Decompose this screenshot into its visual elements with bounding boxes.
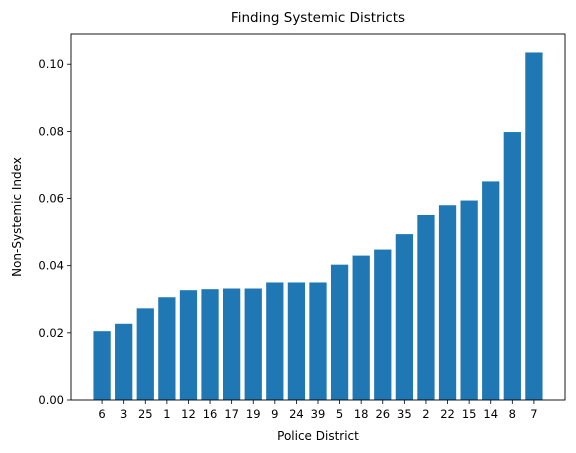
x-tick-label: 6 — [98, 407, 105, 421]
x-axis-label: Police District — [277, 429, 359, 443]
x-tick-label: 18 — [354, 407, 369, 421]
bar-district-14 — [482, 181, 500, 400]
x-tick-label: 24 — [289, 407, 304, 421]
y-ticks-group: 0.00 0.02 0.04 0.06 0.08 0.10 — [38, 57, 71, 407]
bar-district-1 — [158, 297, 176, 400]
x-tick-label: 2 — [422, 407, 429, 421]
y-tick-label: 0.08 — [38, 124, 64, 138]
x-tick-label: 39 — [311, 407, 326, 421]
x-tick-label: 3 — [120, 407, 127, 421]
bar-district-35 — [395, 234, 413, 400]
bar-district-25 — [136, 308, 154, 400]
y-tick-label: 0.02 — [38, 326, 64, 340]
x-tick-label: 19 — [246, 407, 261, 421]
bar-district-22 — [438, 205, 457, 400]
x-tick-label: 35 — [397, 407, 412, 421]
y-tick-label: 0.10 — [38, 57, 64, 71]
x-tick-label: 14 — [483, 407, 498, 421]
x-tick-label: 9 — [271, 407, 278, 421]
x-tick-label: 12 — [181, 407, 196, 421]
bar-district-39 — [309, 282, 327, 400]
x-tick-label: 7 — [530, 407, 537, 421]
bar-district-2 — [417, 214, 435, 400]
bar-district-26 — [374, 249, 392, 400]
x-tick-label: 5 — [336, 407, 343, 421]
bar-district-18 — [352, 255, 370, 400]
bar-district-15 — [460, 200, 478, 400]
plot-frame — [70, 33, 566, 401]
chart-title: Finding Systemic Districts — [231, 10, 405, 26]
bar-district-16 — [201, 289, 219, 400]
x-tick-label: 26 — [375, 407, 390, 421]
bars-group — [93, 52, 543, 401]
bar-district-3 — [115, 323, 133, 400]
bar-district-5 — [330, 264, 349, 400]
y-tick-label: 0.04 — [38, 259, 64, 273]
x-tick-label: 8 — [509, 407, 516, 421]
x-tick-label: 17 — [224, 407, 239, 421]
x-tick-label: 1 — [163, 407, 170, 421]
bar-district-9 — [266, 282, 284, 400]
bar-district-17 — [223, 288, 241, 400]
y-tick-label: 0.06 — [38, 192, 64, 206]
bar-district-8 — [503, 132, 521, 401]
y-axis-label: Non-Systemic Index — [10, 157, 24, 277]
bar-district-12 — [179, 290, 198, 400]
x-tick-label: 16 — [203, 407, 218, 421]
x-ticks-group: 6 3 25 1 12 16 17 19 9 24 39 5 18 26 35 2 22 15 14 8 7 — [98, 400, 538, 421]
bar-district-24 — [287, 282, 306, 400]
bar-district-7 — [525, 52, 543, 400]
bar-district-19 — [244, 288, 262, 400]
y-tick-label: 0.00 — [38, 393, 64, 407]
x-tick-label: 25 — [138, 407, 153, 421]
x-tick-label: 22 — [440, 407, 455, 421]
bar-district-6 — [93, 331, 111, 400]
x-tick-label: 15 — [462, 407, 477, 421]
